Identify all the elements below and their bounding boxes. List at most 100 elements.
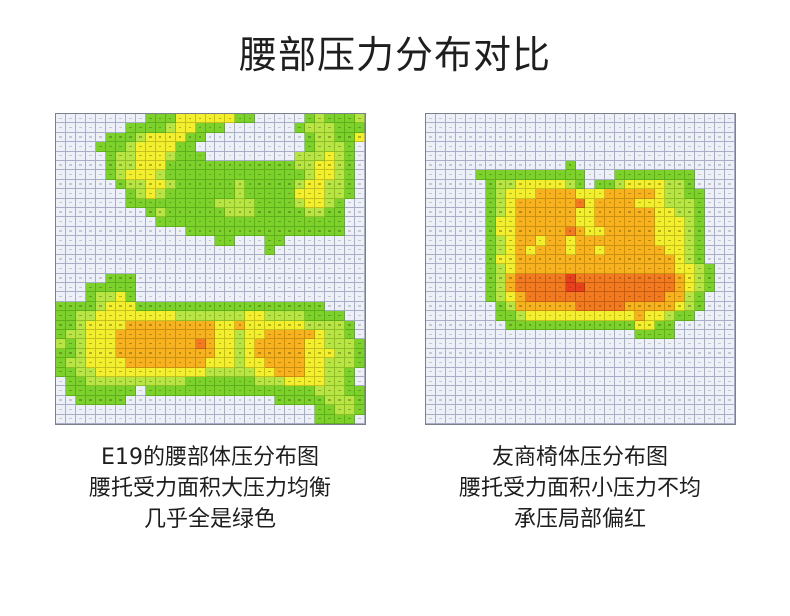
heatmap-cell — [575, 283, 586, 293]
heatmap-cell — [255, 339, 266, 349]
heatmap-cell — [235, 386, 246, 396]
heatmap-cell — [625, 189, 636, 199]
heatmap-cell — [715, 226, 726, 237]
heatmap-cell — [95, 198, 106, 208]
heatmap-cell — [675, 160, 686, 171]
heatmap-cell — [105, 377, 116, 387]
heatmap-cell — [635, 405, 646, 415]
heatmap-cell — [135, 245, 146, 255]
heatmap-cell — [335, 151, 346, 161]
heatmap-cell — [495, 292, 506, 302]
heatmap-cell — [175, 339, 186, 349]
heatmap-cell — [565, 245, 576, 255]
heatmap-cell — [355, 198, 365, 208]
heatmap-cell — [165, 301, 176, 312]
heatmap-cell — [165, 254, 176, 265]
heatmap-cell — [485, 330, 496, 340]
heatmap-cell — [335, 358, 346, 368]
heatmap-cell — [625, 264, 636, 274]
heatmap-cell — [655, 114, 666, 124]
heatmap-cell — [225, 245, 236, 255]
heatmap-cell — [285, 114, 296, 124]
heatmap-cell — [85, 254, 96, 265]
heatmap-cell — [305, 189, 316, 199]
heatmap-cell — [426, 320, 436, 331]
heatmap-cell — [56, 151, 66, 161]
heatmap-cell — [75, 395, 86, 406]
heatmap-cell — [475, 292, 486, 302]
heatmap-cell — [355, 207, 365, 218]
heatmap-cell — [485, 320, 496, 331]
heatmap-cell — [595, 377, 606, 387]
heatmap-cell — [495, 114, 506, 124]
heatmap-cell — [145, 358, 156, 368]
heatmap-cell — [245, 283, 256, 293]
heatmap-cell — [426, 236, 436, 246]
heatmap-cell — [705, 217, 716, 227]
heatmap-cell — [705, 395, 716, 406]
heatmap-cell — [105, 283, 116, 293]
heatmap-cell — [485, 245, 496, 255]
heatmap-cell — [645, 283, 656, 293]
heatmap-cell — [345, 395, 356, 406]
heatmap-cell — [255, 405, 266, 415]
heatmap-cell — [295, 254, 306, 265]
heatmap-cell — [685, 386, 696, 396]
heatmap-cell — [225, 405, 236, 415]
heatmap-cell — [645, 386, 656, 396]
heatmap-cell — [515, 198, 526, 208]
heatmap-cell — [315, 301, 326, 312]
heatmap-cell — [305, 395, 316, 406]
heatmap-cell — [165, 236, 176, 246]
heatmap-cell — [255, 142, 266, 152]
heatmap-cell — [115, 254, 126, 265]
heatmap-cell — [485, 377, 496, 387]
heatmap-cell — [295, 226, 306, 237]
heatmap-cell — [665, 151, 676, 161]
heatmap-cell — [525, 283, 536, 293]
heatmap-cell — [205, 283, 216, 293]
heatmap-cell — [535, 170, 546, 180]
heatmap-cell — [445, 358, 456, 368]
heatmap-cell — [725, 160, 735, 171]
heatmap-cell — [565, 348, 576, 359]
heatmap-cell — [575, 311, 586, 321]
heatmap-cell — [675, 151, 686, 161]
heatmap-cell — [426, 311, 436, 321]
heatmap-cell — [105, 217, 116, 227]
heatmap-cell — [715, 358, 726, 368]
heatmap-cell — [225, 414, 236, 424]
heatmap-cell — [285, 132, 296, 143]
heatmap-cell — [565, 207, 576, 218]
heatmap-cell — [155, 301, 166, 312]
heatmap-cell — [485, 254, 496, 265]
heatmap-cell — [85, 273, 96, 284]
heatmap-cell — [575, 273, 586, 284]
heatmap-cell — [585, 226, 596, 237]
heatmap-cell — [645, 123, 656, 133]
heatmap-cell — [225, 217, 236, 227]
heatmap-cell — [315, 292, 326, 302]
heatmap-cell — [125, 160, 136, 171]
heatmap-cell — [585, 301, 596, 312]
heatmap-cell — [255, 254, 266, 265]
heatmap-cell — [95, 151, 106, 161]
heatmap-cell — [105, 301, 116, 312]
heatmap-cell — [295, 348, 306, 359]
heatmap-cell — [285, 348, 296, 359]
heatmap-cell — [65, 123, 76, 133]
heatmap-cell — [426, 114, 436, 124]
heatmap-cell — [275, 170, 286, 180]
heatmap-cell — [325, 386, 336, 396]
heatmap-cell — [665, 114, 676, 124]
heatmap-cell — [595, 160, 606, 171]
heatmap-cell — [495, 179, 506, 190]
heatmap-cell — [205, 367, 216, 378]
heatmap-cell — [155, 254, 166, 265]
heatmap-cell — [715, 367, 726, 378]
heatmap-cell — [56, 348, 66, 359]
heatmap-cell — [575, 414, 586, 424]
heatmap-cell — [535, 301, 546, 312]
heatmap-cell — [535, 245, 546, 255]
heatmap-cell — [515, 339, 526, 349]
